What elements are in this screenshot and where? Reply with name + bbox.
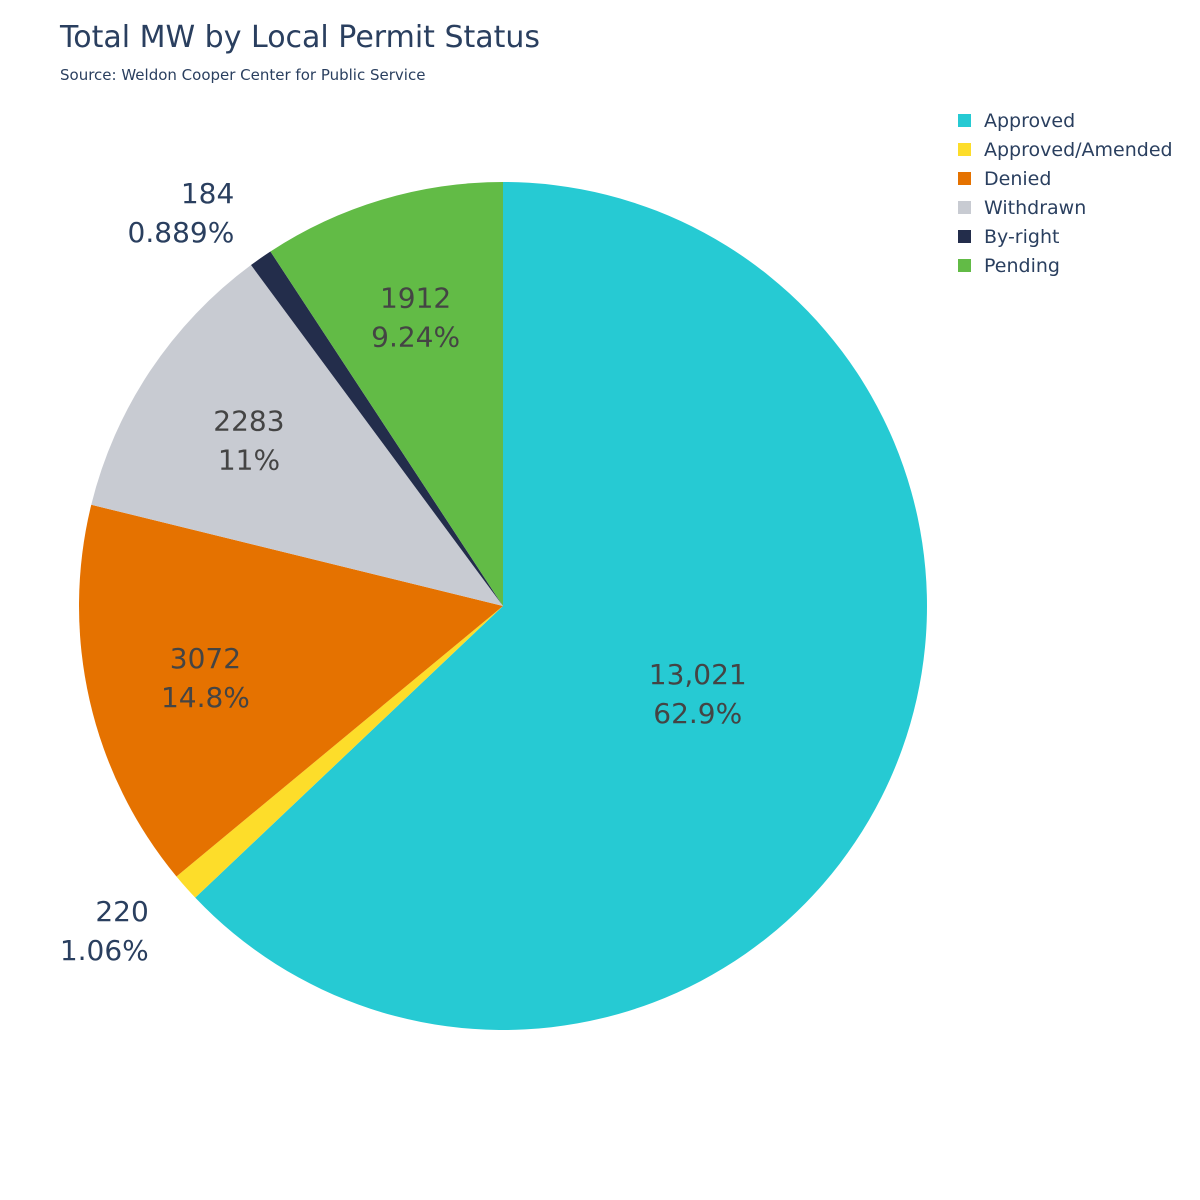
chart-subtitle: Source: Weldon Cooper Center for Public … xyxy=(60,66,426,84)
pie-slice-denied xyxy=(78,504,504,877)
legend-label: Approved xyxy=(984,109,1076,132)
legend-label: By-right xyxy=(984,225,1060,248)
slice-label-by-right: 184 0.889% xyxy=(128,177,235,249)
legend-label: Pending xyxy=(984,254,1060,277)
pie-slice-approved xyxy=(195,182,927,1030)
legend: Approved Approved/Amended Denied Withdrawn B… xyxy=(958,106,1173,280)
slice-value-by-right: 184 xyxy=(181,177,234,210)
legend-label: Denied xyxy=(984,167,1052,190)
slice-label-withdrawn: 2283 11% xyxy=(213,405,284,477)
legend-label: Approved/Amended xyxy=(984,138,1173,161)
pie-slice-withdrawn xyxy=(91,265,503,606)
slice-percent-pending: 9.24% xyxy=(371,320,460,353)
slice-value-pending: 1912 xyxy=(380,281,451,314)
slice-percent-denied: 14.8% xyxy=(161,681,250,714)
legend-item-approved[interactable]: Approved xyxy=(958,106,1173,135)
pie-slice-by-right xyxy=(250,251,503,607)
pie-slice-approved-amended xyxy=(176,606,503,898)
slice-value-approved: 13,021 xyxy=(649,658,747,691)
slice-label-approved-amended: 220 1.06% xyxy=(60,895,149,967)
slice-label-approved: 13,021 62.9% xyxy=(649,658,747,730)
slice-percent-withdrawn: 11% xyxy=(218,444,280,477)
slice-percent-approved-amended: 1.06% xyxy=(60,934,149,967)
pie-slice-pending xyxy=(270,182,503,606)
legend-item-withdrawn[interactable]: Withdrawn xyxy=(958,193,1173,222)
legend-swatch xyxy=(958,172,971,185)
legend-item-approved-amended[interactable]: Approved/Amended xyxy=(958,135,1173,164)
slice-label-denied: 3072 14.8% xyxy=(161,642,250,714)
legend-label: Withdrawn xyxy=(984,196,1087,219)
legend-item-pending[interactable]: Pending xyxy=(958,251,1173,280)
slice-value-withdrawn: 2283 xyxy=(213,405,284,438)
legend-item-denied[interactable]: Denied xyxy=(958,164,1173,193)
legend-swatch xyxy=(958,201,971,214)
legend-swatch xyxy=(958,114,971,127)
slice-label-pending: 1912 9.24% xyxy=(371,281,460,353)
slice-value-approved-amended: 220 xyxy=(95,895,148,928)
legend-swatch xyxy=(958,259,971,272)
legend-swatch xyxy=(958,230,971,243)
legend-swatch xyxy=(958,143,971,156)
chart-title: Total MW by Local Permit Status xyxy=(60,20,541,55)
slice-value-denied: 3072 xyxy=(170,642,241,675)
slice-percent-approved: 62.9% xyxy=(653,697,742,730)
slice-percent-by-right: 0.889% xyxy=(128,216,235,249)
legend-item-by-right[interactable]: By-right xyxy=(958,222,1173,251)
